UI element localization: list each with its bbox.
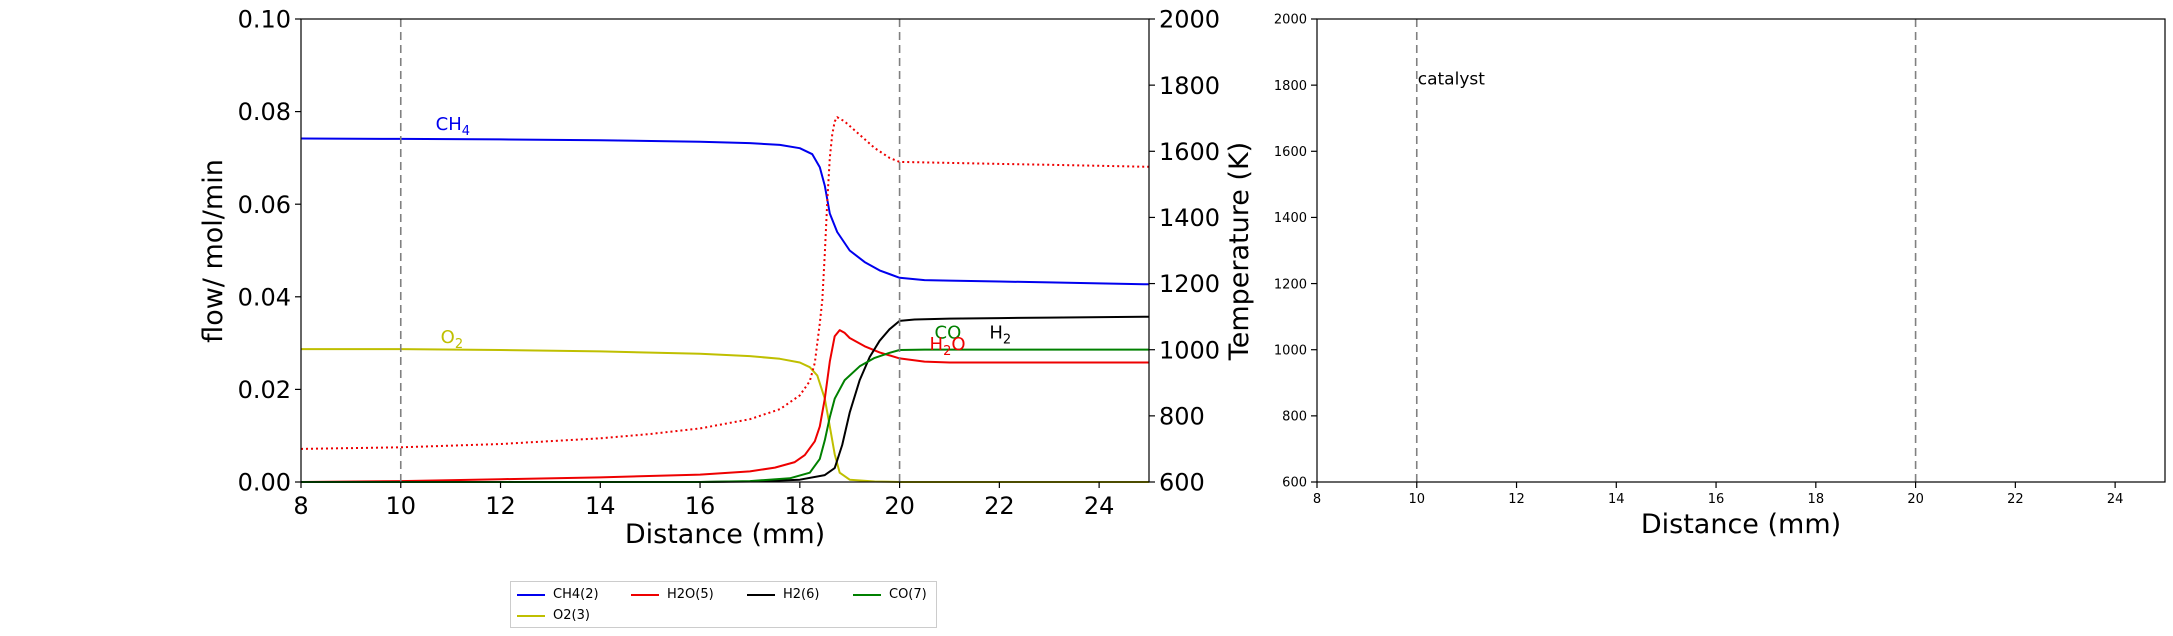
series-line-temperature — [300, 116, 1150, 450]
left-y2-tick-label: 1400 — [1159, 204, 1220, 232]
right-x-tick-label: 16 — [1708, 492, 1725, 507]
legend-item-h2: H2(6) — [747, 586, 819, 604]
left-y2-tick-label: 600 — [1159, 469, 1205, 497]
left-y-tick-label: 0.06 — [238, 191, 291, 219]
legend-label-o2: O2(3) — [553, 608, 590, 623]
left-y-axis-label: flow/ mol/min — [198, 159, 229, 343]
series-line-ch4-2 — [300, 137, 1150, 286]
left-y-tick-label: 0.08 — [238, 98, 291, 126]
annotation-ch4: CH4 — [436, 114, 470, 139]
left-plot-frame — [300, 18, 1150, 483]
left-x-tick-label: 22 — [984, 492, 1015, 520]
right-x-tick-label: 12 — [1508, 492, 1525, 507]
left-y2-tick-label: 800 — [1159, 402, 1205, 430]
left-y-ticks: 0.00 0.02 0.04 0.06 0.08 0.10 — [238, 6, 301, 497]
legend-swatch-h2 — [747, 593, 775, 596]
right-x-tick-label: 8 — [1313, 492, 1321, 507]
annotation-h2: H2 — [989, 322, 1011, 347]
right-x-tick-label: 10 — [1408, 492, 1425, 507]
legend-swatch-ch4 — [517, 593, 545, 596]
left-x-tick-label: 18 — [785, 492, 816, 520]
series-line-h2o-5 — [300, 329, 1149, 483]
left-x-tick-label: 16 — [685, 492, 716, 520]
right-x-axis-label: Distance (mm) — [1641, 509, 1841, 540]
right-x-tick-label: 18 — [1808, 492, 1825, 507]
right-x-tick-label: 14 — [1608, 492, 1625, 507]
annotation-h2o: H2O — [930, 334, 966, 359]
left-x-tick-label: 12 — [485, 492, 516, 520]
left-x-tick-label: 14 — [585, 492, 616, 520]
right-y-tick-label: 800 — [1282, 410, 1307, 425]
catalyst-annotation: catalyst — [1418, 70, 1485, 90]
left-x-ticks: 8 10 12 14 16 18 20 22 24 — [293, 482, 1114, 520]
left-x-tick-label: 8 — [293, 492, 308, 520]
right-y-tick-label: 1600 — [1274, 145, 1307, 160]
left-y2-tick-label: 1600 — [1159, 138, 1220, 166]
legend-label-h2o: H2O(5) — [667, 587, 714, 602]
left-chart-annotations: CH4 O2 CO H2 H2O — [436, 114, 1012, 359]
series-line-o2-3 — [301, 348, 1149, 483]
series-line-h2-6 — [301, 315, 1150, 483]
legend-swatch-h2o — [631, 593, 659, 596]
legend-label-h2: H2(6) — [783, 587, 820, 602]
left-y2-ticks: 600 800 1000 1200 1400 1600 1800 2000 — [1149, 6, 1220, 497]
left-x-tick-label: 24 — [1084, 492, 1115, 520]
right-y-tick-label: 1800 — [1274, 79, 1307, 94]
left-y2-axis-label: Temperature (K) — [1224, 142, 1255, 361]
right-y-tick-label: 1400 — [1274, 211, 1307, 226]
right-y-tick-label: 2000 — [1274, 13, 1307, 28]
chart-legend: CH4(2) H2O(5) H2(6) CO(7) O2(3) — [510, 581, 937, 628]
left-y2-tick-label: 2000 — [1159, 6, 1220, 34]
series-line-co-7 — [301, 348, 1149, 483]
left-y2-tick-label: 1800 — [1159, 72, 1220, 100]
right-x-tick-label: 22 — [2007, 492, 2024, 507]
right-x-tick-label: 24 — [2107, 492, 2124, 507]
annotation-co: CO — [935, 322, 962, 343]
legend-label-co: CO(7) — [889, 587, 927, 602]
left-chart-series — [300, 116, 1150, 483]
right-x-ticks: 8 10 12 14 16 18 20 22 24 — [1313, 482, 2124, 507]
left-y-tick-label: 0.00 — [238, 469, 291, 497]
legend-item-ch4: CH4(2) — [517, 586, 599, 604]
legend-swatch-o2 — [517, 614, 545, 617]
legend-item-h2o: H2O(5) — [631, 586, 714, 604]
right-y-tick-label: 600 — [1282, 476, 1307, 491]
left-x-tick-label: 20 — [884, 492, 915, 520]
right-y-ticks: 600 800 1000 1200 1400 1600 1800 2000 — [1274, 13, 1317, 491]
right-y-tick-label: 1200 — [1274, 277, 1307, 292]
left-x-tick-label: 10 — [385, 492, 416, 520]
right-catalyst-lines — [1415, 19, 1917, 482]
left-y-tick-label: 0.02 — [238, 376, 291, 404]
left-x-axis-label: Distance (mm) — [625, 519, 825, 550]
left-y-tick-label: 0.04 — [238, 283, 291, 311]
legend-item-co: CO(7) — [853, 586, 927, 604]
right-chart-panel: 8 10 12 14 16 18 20 22 24 600 800 1000 1200 1400 1600… — [1274, 13, 2166, 540]
annotation-o2: O2 — [441, 327, 463, 352]
left-y-tick-label: 0.10 — [238, 6, 291, 34]
right-x-tick-label: 20 — [1907, 492, 1924, 507]
right-y-tick-label: 1000 — [1274, 343, 1307, 358]
left-y2-tick-label: 1000 — [1159, 336, 1220, 364]
right-plot-frame — [1316, 18, 2166, 483]
legend-item-o2: O2(3) — [517, 607, 590, 625]
legend-swatch-co — [853, 593, 881, 596]
right-chart-annotations: catalyst — [1418, 70, 1485, 90]
legend-label-ch4: CH4(2) — [553, 587, 599, 602]
left-y2-tick-label: 1200 — [1159, 270, 1220, 298]
